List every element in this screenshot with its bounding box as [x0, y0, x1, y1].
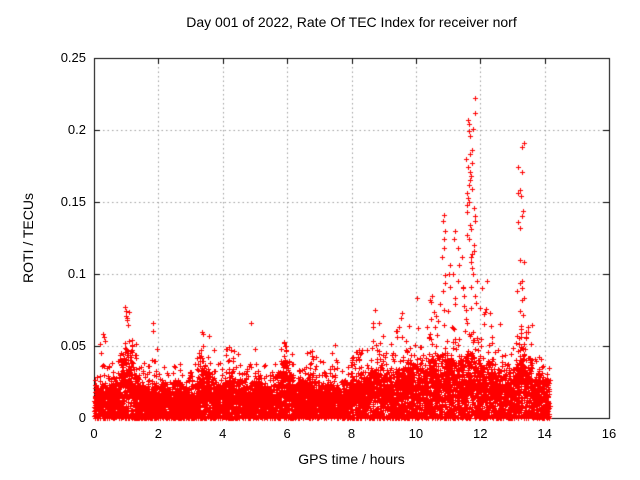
x-tick-label: 4 — [219, 426, 227, 441]
x-tick-label: 6 — [283, 426, 291, 441]
x-tick-label: 14 — [537, 426, 552, 441]
x-tick-label: 10 — [408, 426, 424, 441]
y-tick-label: 0.15 — [60, 194, 86, 209]
x-axis-label: GPS time / hours — [298, 451, 405, 467]
y-tick-label: 0.05 — [60, 338, 86, 353]
x-tick-label: 0 — [90, 426, 98, 441]
y-tick-label: 0.2 — [67, 122, 86, 137]
y-tick-label: 0 — [78, 410, 86, 425]
chart-title: Day 001 of 2022, Rate Of TEC Index for r… — [186, 14, 517, 30]
x-tick-label: 16 — [601, 426, 617, 441]
y-tick-label: 0.1 — [67, 266, 86, 281]
x-tick-label: 8 — [347, 426, 356, 441]
x-tick-label: 2 — [154, 426, 162, 441]
x-tick-label: 12 — [473, 426, 488, 441]
y-tick-label: 0.25 — [60, 50, 86, 65]
